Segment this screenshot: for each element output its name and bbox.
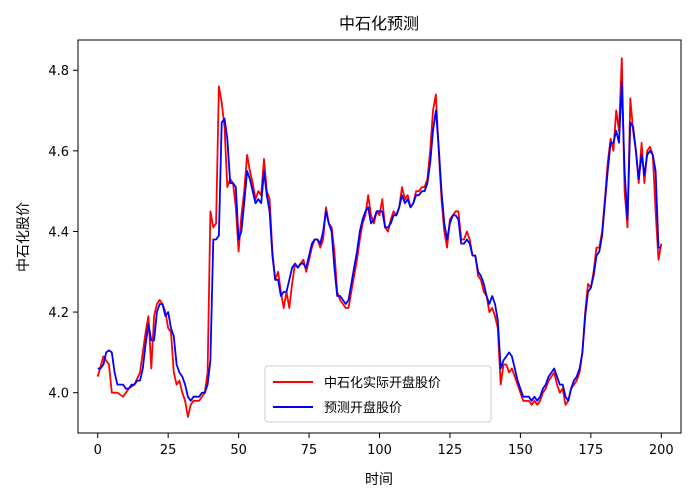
x-tick-label: 150: [508, 443, 533, 458]
x-tick-label: 0: [94, 443, 102, 458]
x-tick-label: 50: [230, 443, 247, 458]
y-tick-label: 4.2: [48, 306, 69, 321]
y-axis: 4.0 4.2 4.4 4.6 4.8: [48, 64, 78, 402]
y-tick-label: 4.0: [48, 387, 69, 402]
x-tick-label: 75: [301, 443, 318, 458]
y-axis-label: 中石化股价: [16, 202, 32, 272]
x-tick-label: 175: [578, 443, 603, 458]
legend-label-predicted: 预测开盘股价: [324, 400, 402, 416]
series-line-predicted: [97, 81, 662, 402]
legend: 中石化实际开盘股价 预测开盘股价: [264, 365, 492, 423]
series-layer: [96, 57, 663, 418]
y-tick-label: 4.4: [48, 225, 69, 240]
x-axis-label: 时间: [365, 472, 393, 488]
x-tick-label: 200: [649, 443, 674, 458]
x-tick-label: 100: [367, 443, 392, 458]
y-tick-label: 4.6: [48, 145, 69, 160]
x-tick-label: 25: [160, 443, 177, 458]
legend-label-actual: 中石化实际开盘股价: [324, 375, 441, 391]
y-tick-label: 4.8: [48, 64, 69, 79]
legend-box: [264, 365, 492, 423]
x-tick-label: 125: [438, 443, 463, 458]
x-axis: 0 25 50 75 100 125 150 175 200: [94, 433, 674, 458]
chart-title: 中石化预测: [339, 14, 419, 33]
